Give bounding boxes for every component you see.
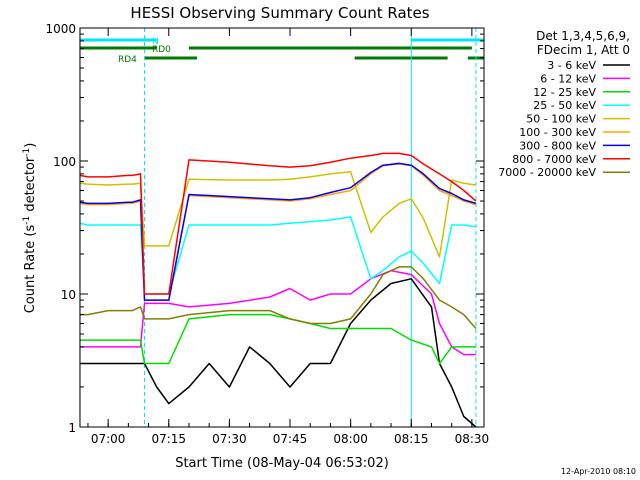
series-line-0 (79, 278, 477, 428)
x-tick-label-1: 07:15 (151, 432, 186, 446)
legend-label-7: 800 - 7000 keV (512, 153, 596, 166)
flag-label-n: N (152, 37, 159, 47)
x-tick-label-5: 08:15 (394, 432, 429, 446)
x-tick-label-2: 07:30 (212, 432, 247, 446)
axis-ticks: 07:00 07:15 07:30 07:45 08:00 08:15 08:30 1 10 10… (45, 22, 489, 446)
x-tick-label-3: 07:45 (273, 432, 308, 446)
attenuator-markers (79, 28, 477, 427)
legend-label-4: 50 - 100 keV (526, 113, 596, 126)
legend-header-line-1: Det 1,3,4,5,6,9, (536, 29, 630, 43)
series-line-8 (79, 266, 477, 329)
x-tick-label-0: 07:00 (91, 432, 126, 446)
x-tick-label-6: 08:30 (455, 432, 490, 446)
legend-label-0: 3 - 6 keV (547, 59, 596, 72)
series-line-4 (79, 171, 477, 258)
series-line-5 (79, 163, 477, 301)
flag-label-rd4: RD4 (118, 55, 137, 65)
series-lines (79, 152, 477, 428)
series-line-3 (79, 216, 477, 295)
legend-header-line-2: FDecim 1, Att 0 (537, 43, 630, 57)
legend-label-2: 12 - 25 keV (533, 86, 596, 99)
y-tick-label-1: 10 (61, 288, 76, 302)
x-axis-label: Start Time (08-May-04 06:53:02) (175, 456, 389, 471)
legend-label-6: 300 - 800 keV (519, 139, 596, 152)
legend: Det 1,3,4,5,6,9, FDecim 1, Att 0 3 - 6 k… (498, 29, 630, 179)
legend-label-5: 100 - 300 keV (519, 126, 596, 139)
plot-frame (79, 27, 485, 428)
y-axis-label: Count Rate (s-1 detector-1) (22, 143, 38, 314)
series-line-7 (79, 152, 477, 295)
flag-label-rd0: RD0 (152, 45, 171, 55)
series-line-6 (79, 162, 477, 301)
x-tick-label-4: 08:00 (333, 432, 368, 446)
y-tick-label-3: 1000 (45, 22, 76, 36)
y-tick-label-0: 1 (68, 421, 76, 435)
series-line-1 (79, 269, 476, 356)
legend-label-3: 25 - 50 keV (533, 99, 596, 112)
chart-title: HESSI Observing Summary Count Rates (130, 4, 429, 22)
series-line-2 (79, 313, 476, 365)
y-tick-label-2: 100 (53, 155, 76, 169)
footer-timestamp: 12-Apr-2010 08:10 (561, 467, 636, 476)
legend-label-8: 7000 - 20000 keV (498, 166, 596, 179)
legend-label-1: 6 - 12 keV (540, 72, 596, 85)
